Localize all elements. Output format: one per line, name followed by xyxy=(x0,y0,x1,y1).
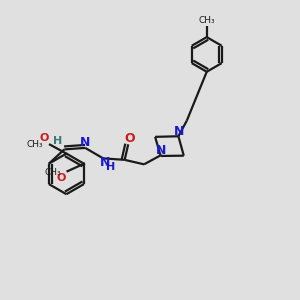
Text: O: O xyxy=(57,173,66,183)
Text: CH₃: CH₃ xyxy=(44,168,61,177)
Text: N: N xyxy=(174,125,184,138)
Text: CH₃: CH₃ xyxy=(198,16,215,25)
Text: O: O xyxy=(39,133,49,143)
Text: N: N xyxy=(80,136,90,149)
Text: H: H xyxy=(106,162,116,172)
Text: N: N xyxy=(100,156,110,169)
Text: H: H xyxy=(53,136,62,146)
Text: CH₃: CH₃ xyxy=(27,140,43,149)
Text: N: N xyxy=(156,144,166,157)
Text: O: O xyxy=(124,133,135,146)
